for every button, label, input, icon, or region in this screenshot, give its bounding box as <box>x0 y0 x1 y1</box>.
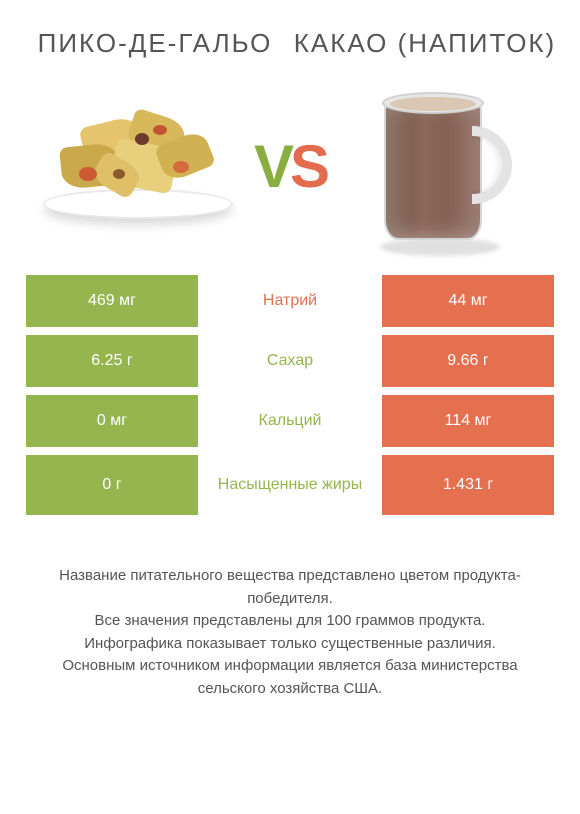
vs-label: VS <box>254 137 326 197</box>
table-row: 469 мгНатрий44 мг <box>26 275 554 327</box>
left-title-col: ПИКО-ДЕ-ГАЛЬО <box>20 28 290 59</box>
table-row: 6.25 гСахар9.66 г <box>26 335 554 387</box>
nutrient-name: Насыщенные жиры <box>198 455 382 515</box>
right-value: 114 мг <box>382 395 554 447</box>
left-title: ПИКО-ДЕ-ГАЛЬО <box>20 28 290 59</box>
vs-s: S <box>290 133 326 200</box>
left-value: 469 мг <box>26 275 198 327</box>
right-title: КАКАО (НАПИТОК) <box>290 28 560 59</box>
left-value: 0 г <box>26 455 198 515</box>
images-row: VS <box>0 59 580 275</box>
footer-line-4: Основным источником информации является … <box>40 655 540 700</box>
vs-v: V <box>254 133 290 200</box>
right-value: 1.431 г <box>382 455 554 515</box>
right-value: 44 мг <box>382 275 554 327</box>
right-title-col: КАКАО (НАПИТОК) <box>290 28 560 59</box>
footer-line-1: Название питательного вещества представл… <box>40 565 540 610</box>
nutrient-name: Сахар <box>198 335 382 387</box>
nutrient-name: Натрий <box>198 275 382 327</box>
footer-notes: Название питательного вещества представл… <box>0 523 580 700</box>
right-image-col <box>334 77 550 257</box>
left-value: 0 мг <box>26 395 198 447</box>
comparison-table: 469 мгНатрий44 мг 6.25 гСахар9.66 г 0 мгКа… <box>0 275 580 515</box>
left-image-col <box>30 77 246 257</box>
nachos-illustration <box>43 107 233 227</box>
titles-row: ПИКО-ДЕ-ГАЛЬО КАКАО (НАПИТОК) <box>0 0 580 59</box>
footer-line-2: Все значения представлены для 100 граммо… <box>40 610 540 633</box>
right-value: 9.66 г <box>382 335 554 387</box>
footer-line-3: Инфографика показывает только существенн… <box>40 633 540 656</box>
cocoa-mug-illustration <box>372 82 512 252</box>
left-value: 6.25 г <box>26 335 198 387</box>
table-row: 0 гНасыщенные жиры1.431 г <box>26 455 554 515</box>
nutrient-name: Кальций <box>198 395 382 447</box>
table-row: 0 мгКальций114 мг <box>26 395 554 447</box>
